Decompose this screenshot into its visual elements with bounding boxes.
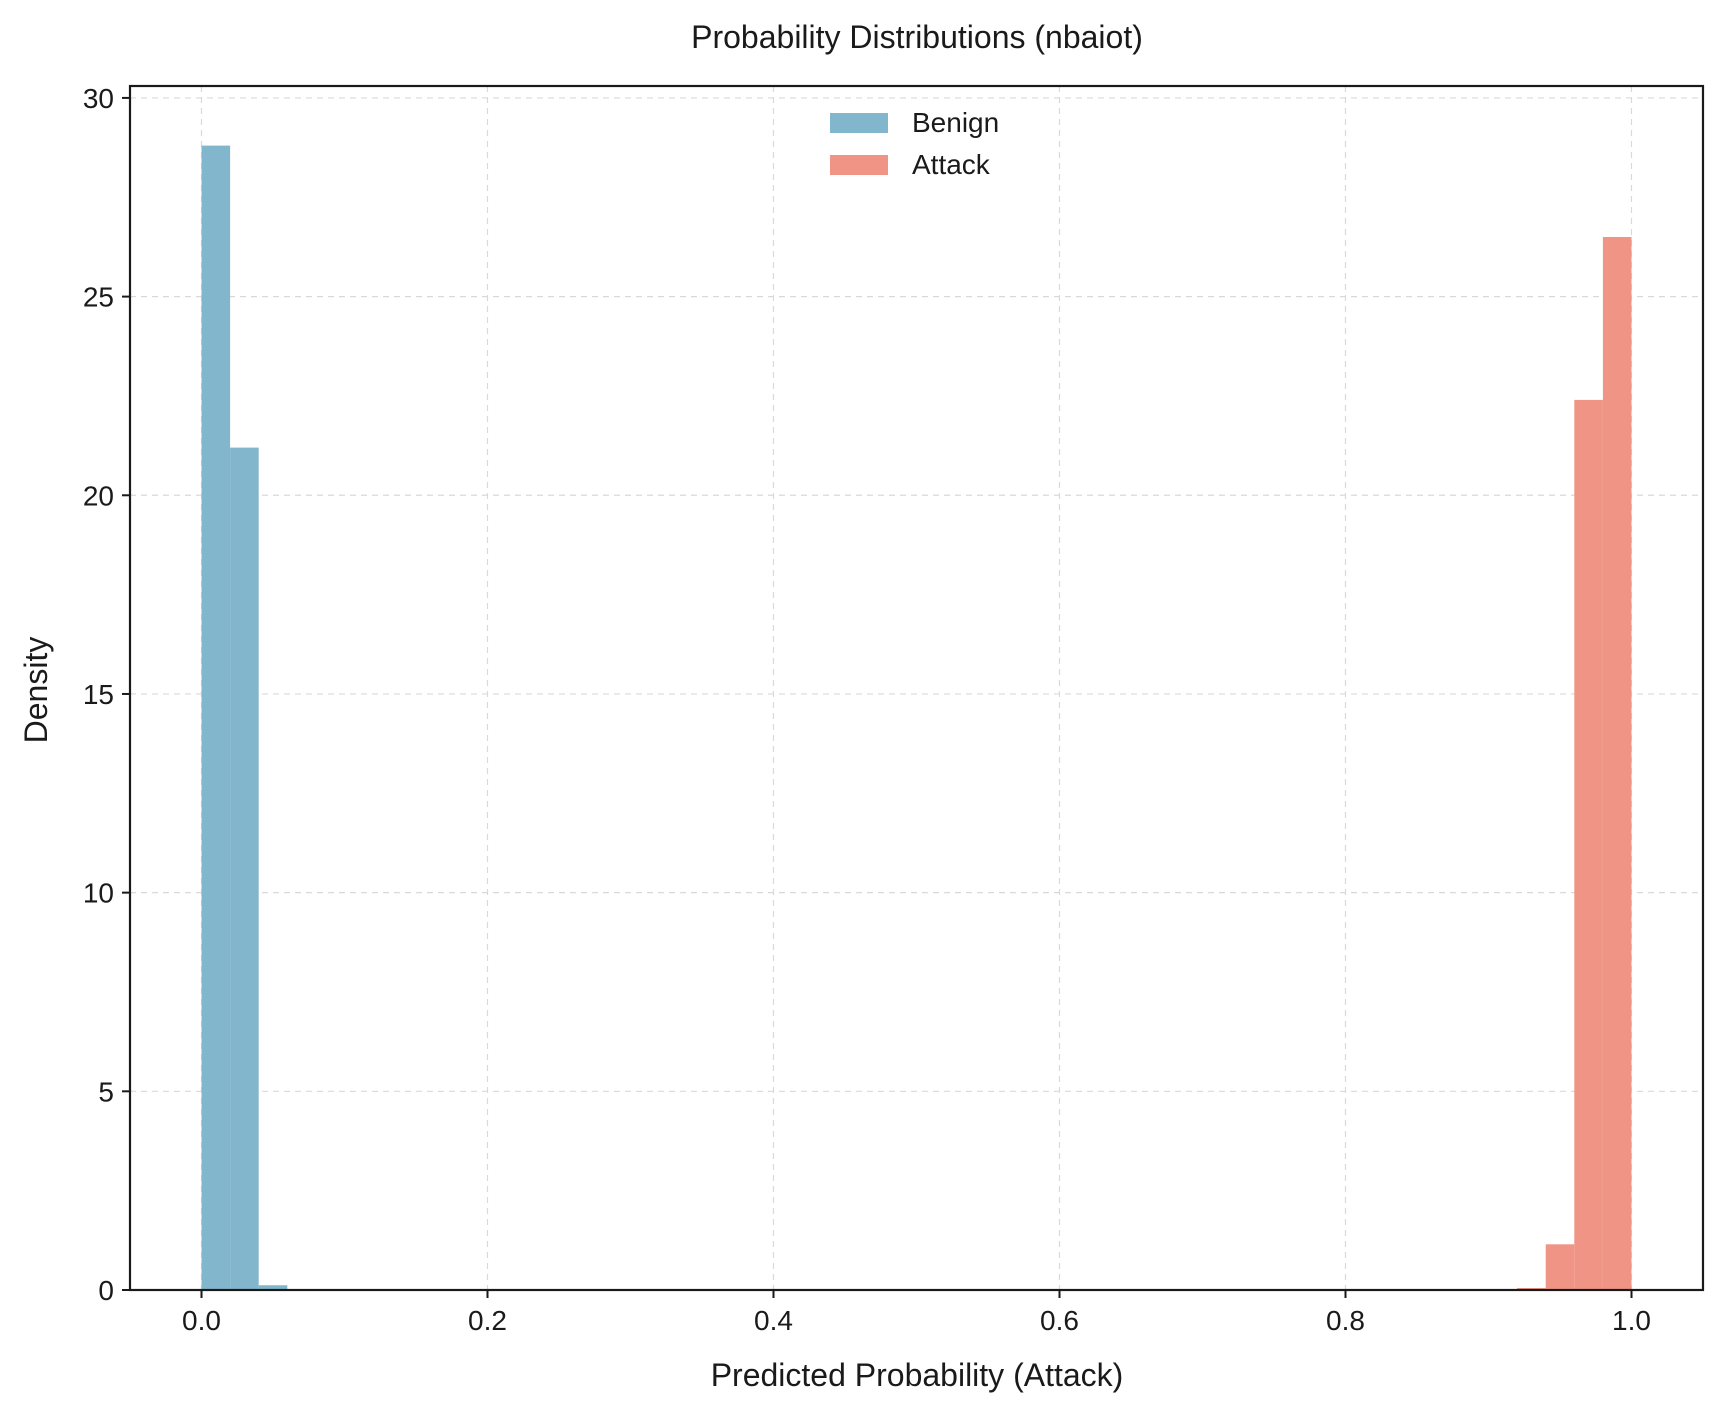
legend: Benign Attack <box>830 107 999 180</box>
y-tick-label-5: 25 <box>83 282 114 313</box>
x-axis-ticks: 0.0 0.2 0.4 0.6 0.8 1.0 <box>182 1290 1651 1336</box>
attack-bar-2 <box>1574 399 1603 1290</box>
x-tick-label-0: 0.0 <box>182 1305 221 1336</box>
x-tick-label-3: 0.6 <box>1040 1305 1079 1336</box>
attack-bar-3 <box>1602 236 1632 1290</box>
y-tick-label-0: 0 <box>98 1275 114 1306</box>
benign-bar-2 <box>258 1285 288 1290</box>
y-tick-label-2: 10 <box>83 878 114 909</box>
y-tick-label-4: 20 <box>83 480 114 511</box>
bars <box>201 145 1632 1290</box>
legend-label-benign: Benign <box>912 107 999 138</box>
y-axis-label: Density <box>18 637 54 744</box>
y-tick-label-1: 5 <box>98 1076 114 1107</box>
legend-swatch-attack <box>830 155 888 175</box>
x-axis-label: Predicted Probability (Attack) <box>711 1357 1124 1393</box>
legend-label-attack: Attack <box>912 149 991 180</box>
y-tick-label-3: 15 <box>83 679 114 710</box>
y-tick-label-6: 30 <box>83 83 114 114</box>
y-axis-ticks: 0 5 10 15 20 25 30 <box>83 83 130 1306</box>
x-tick-label-2: 0.4 <box>754 1305 793 1336</box>
grid <box>130 86 1703 1291</box>
x-tick-label-4: 0.8 <box>1326 1305 1365 1336</box>
legend-swatch-benign <box>830 113 888 133</box>
x-tick-label-5: 1.0 <box>1612 1305 1651 1336</box>
benign-bar-0 <box>201 145 231 1290</box>
chart-title: Probability Distributions (nbaiot) <box>691 19 1143 55</box>
benign-bar-1 <box>230 447 259 1290</box>
plot-frame <box>128 84 1705 1292</box>
attack-bar-1 <box>1545 1244 1575 1290</box>
x-tick-label-1: 0.2 <box>468 1305 507 1336</box>
